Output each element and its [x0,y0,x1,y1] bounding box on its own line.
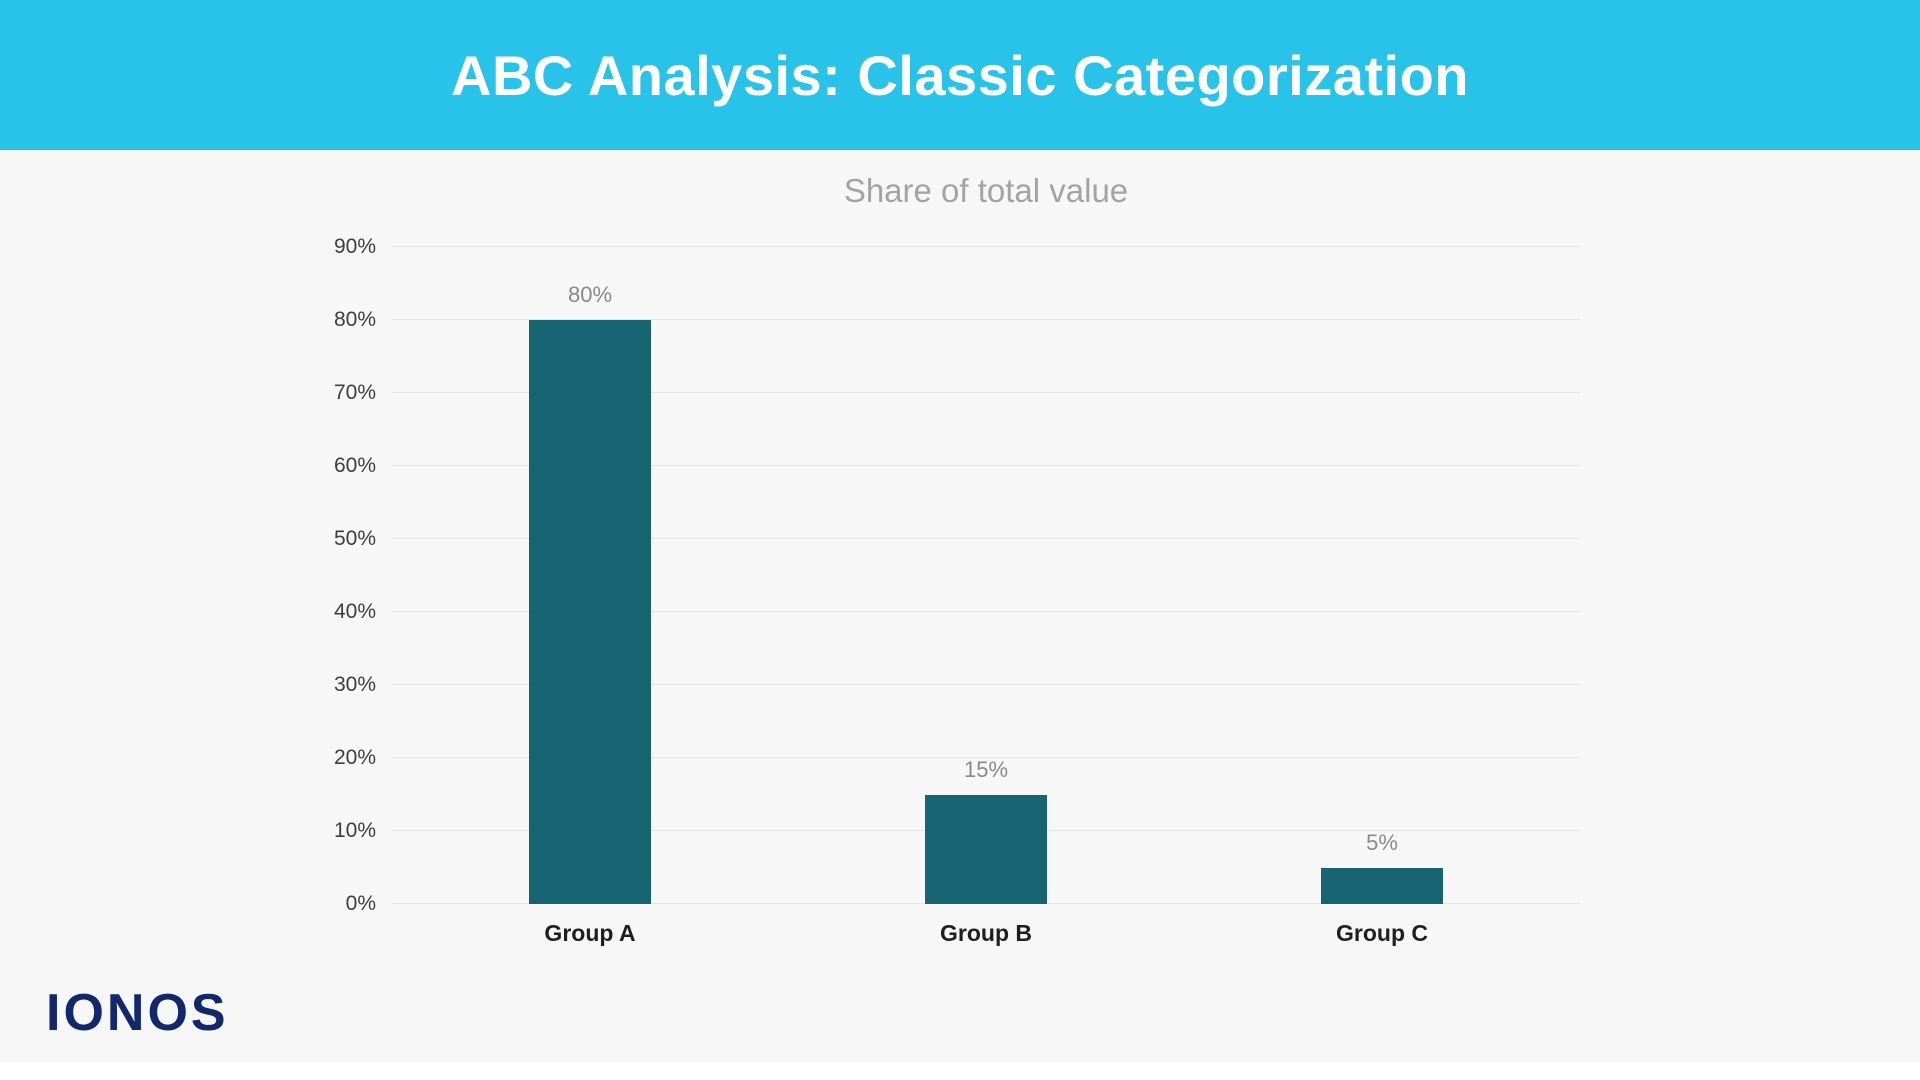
y-tick-label: 0% [345,892,376,915]
bar-value-label: 5% [1366,829,1398,855]
category-label: Group A [544,920,636,946]
y-tick-label: 10% [333,819,376,842]
gridline [392,684,1580,685]
y-tick-label: 20% [333,746,376,769]
gridline [392,465,1580,466]
category-label: Group B [940,920,1032,946]
gridline [392,611,1580,612]
y-tick-label: 60% [333,454,376,477]
y-tick-label: 30% [333,673,376,696]
gridline [392,392,1580,393]
ionos-logo: IONOS [46,984,229,1042]
y-tick-label: 40% [333,600,376,623]
gridline [392,538,1580,539]
bottom-strip [0,1062,1920,1080]
gridline [392,757,1580,758]
y-tick-label: 70% [333,381,376,404]
category-label: Group C [1336,920,1428,946]
gridline [392,246,1580,247]
bar-group-b [925,794,1047,904]
chart-title: Share of total value [843,172,1129,209]
bar-value-label: 80% [567,282,613,307]
header-banner: ABC Analysis: Classic Categorization [0,0,1920,150]
y-tick-label: 90% [333,235,376,258]
y-tick-label: 50% [333,527,376,550]
plot-area: 0% 10% 20% 30% 40% 50% 60% 70% 80% 90% 80% Group A 1… [334,235,1580,946]
bar-group-a [529,320,651,904]
bar-group-c [1321,867,1443,904]
bar-value-label: 15% [963,756,1009,782]
y-tick-label: 80% [333,308,376,331]
gridline [392,319,1580,320]
page-title: ABC Analysis: Classic Categorization [451,43,1469,107]
